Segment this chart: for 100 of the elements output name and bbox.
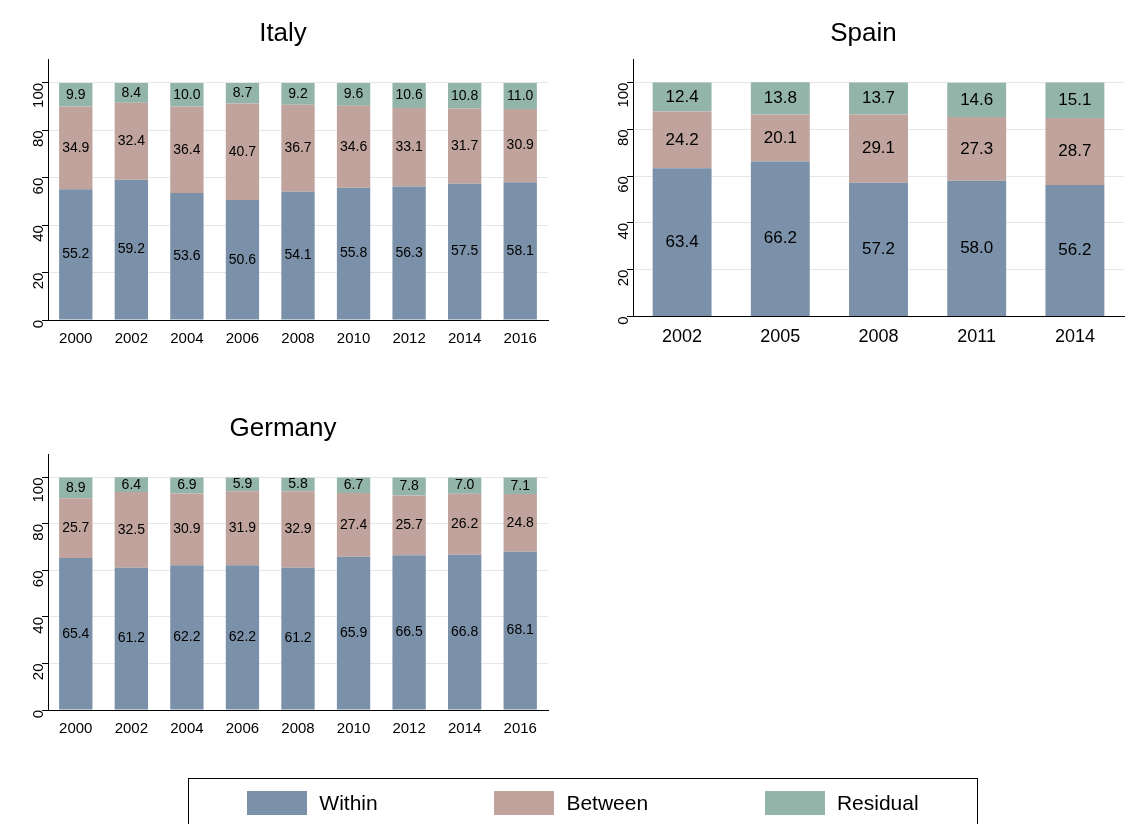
data-label: 13.7 <box>861 88 896 108</box>
data-label: 36.7 <box>284 139 312 156</box>
data-label: 54.1 <box>284 246 312 263</box>
x-tick-label: 2010 <box>336 329 371 347</box>
data-label: 24.8 <box>506 513 535 530</box>
y-tick-label: 0 <box>29 710 47 719</box>
data-label: 27.3 <box>960 138 994 158</box>
data-label: 63.4 <box>665 231 699 251</box>
y-tick-label: 40 <box>29 225 47 242</box>
data-label: 28.7 <box>1058 141 1092 161</box>
y-tick-label: 0 <box>614 316 632 325</box>
y-tick-label: 100 <box>29 82 47 108</box>
x-tick-label: 2002 <box>114 329 149 347</box>
data-label: 24.2 <box>665 129 699 149</box>
data-label: 7.1 <box>510 476 531 493</box>
x-tick-label: 2010 <box>336 719 371 737</box>
data-label: 13.8 <box>763 88 797 108</box>
x-tick-label: 2002 <box>662 326 703 347</box>
data-label: 32.4 <box>117 132 146 149</box>
x-tick-label: 2012 <box>392 719 426 737</box>
data-label: 55.2 <box>62 245 90 262</box>
data-label: 61.2 <box>284 629 312 646</box>
data-label: 6.7 <box>343 476 364 493</box>
legend-label: Within <box>319 791 378 815</box>
data-label: 68.1 <box>506 621 535 638</box>
legend-label: Residual <box>836 791 919 815</box>
y-tick-label: 40 <box>29 616 47 634</box>
data-label: 11.0 <box>507 86 534 103</box>
data-label: 12.4 <box>665 86 699 106</box>
data-label: 66.5 <box>395 623 423 640</box>
chart-title: Spain <box>830 16 897 47</box>
data-label: 15.1 <box>1058 89 1092 109</box>
data-label: 65.4 <box>62 624 90 641</box>
x-tick-label: 2000 <box>59 329 93 347</box>
x-tick-label: 2004 <box>170 719 204 737</box>
x-tick-label: 2014 <box>447 719 482 737</box>
x-tick-label: 2014 <box>1054 326 1095 347</box>
data-label: 50.6 <box>228 250 257 267</box>
chart-title: Germany <box>229 411 337 442</box>
data-label: 32.5 <box>117 520 146 537</box>
y-tick-label: 100 <box>29 477 47 503</box>
data-label: 9.9 <box>66 85 86 102</box>
data-label: 40.7 <box>228 142 257 159</box>
data-label: 25.7 <box>395 516 423 533</box>
data-label: 25.7 <box>62 518 90 535</box>
data-label: 10.0 <box>173 85 201 102</box>
legend-label: Between <box>566 791 649 815</box>
data-label: 6.4 <box>121 475 142 492</box>
x-tick-label: 2006 <box>225 329 260 347</box>
x-tick-label: 2002 <box>114 719 149 737</box>
data-label: 9.6 <box>343 85 364 102</box>
data-label: 66.2 <box>763 228 797 248</box>
data-label: 34.6 <box>339 137 368 154</box>
y-tick-label: 80 <box>29 130 47 148</box>
y-tick-label: 60 <box>29 177 47 195</box>
data-label: 29.1 <box>861 138 896 158</box>
data-label: 36.4 <box>173 140 201 157</box>
x-tick-label: 2006 <box>225 719 260 737</box>
data-label: 53.6 <box>173 247 201 264</box>
data-label: 5.8 <box>288 475 308 492</box>
data-label: 56.2 <box>1058 240 1092 260</box>
x-tick-label: 2016 <box>503 719 537 737</box>
data-label: 7.8 <box>399 477 420 494</box>
data-label: 59.2 <box>117 240 146 257</box>
y-tick-label: 80 <box>29 523 47 541</box>
data-label: 33.1 <box>395 138 423 155</box>
data-label: 66.8 <box>451 622 479 639</box>
data-label: 65.9 <box>339 623 368 640</box>
data-label: 57.2 <box>861 238 896 258</box>
x-tick-label: 2004 <box>170 329 204 347</box>
x-tick-label: 2014 <box>447 329 482 347</box>
y-tick-label: 60 <box>29 570 47 588</box>
data-label: 20.1 <box>763 127 797 147</box>
y-tick-label: 100 <box>614 82 632 108</box>
data-label: 62.2 <box>228 628 257 645</box>
data-label: 31.9 <box>228 519 257 536</box>
y-tick-label: 20 <box>29 272 47 290</box>
data-label: 5.9 <box>232 475 253 492</box>
data-label: 8.9 <box>66 478 86 495</box>
data-label: 27.4 <box>339 515 368 532</box>
data-label: 57.5 <box>451 242 479 259</box>
data-label: 30.9 <box>506 136 535 153</box>
data-label: 30.9 <box>173 520 201 537</box>
data-label: 10.6 <box>395 86 423 103</box>
data-label: 14.6 <box>960 89 994 109</box>
data-label: 58.0 <box>960 238 994 258</box>
data-label: 56.3 <box>395 243 423 260</box>
data-label: 62.2 <box>173 628 201 645</box>
x-tick-label: 2008 <box>858 326 899 347</box>
data-label: 8.4 <box>121 83 142 100</box>
data-label: 55.8 <box>339 244 368 261</box>
data-label: 7.0 <box>454 476 475 493</box>
data-label: 34.9 <box>62 138 90 155</box>
data-label: 31.7 <box>451 136 479 153</box>
chart-title: Italy <box>259 16 307 47</box>
y-tick-label: 60 <box>614 176 632 193</box>
x-tick-label: 2008 <box>281 719 315 737</box>
data-label: 26.2 <box>451 515 479 532</box>
y-tick-label: 80 <box>614 129 632 147</box>
y-tick-label: 0 <box>29 320 47 329</box>
